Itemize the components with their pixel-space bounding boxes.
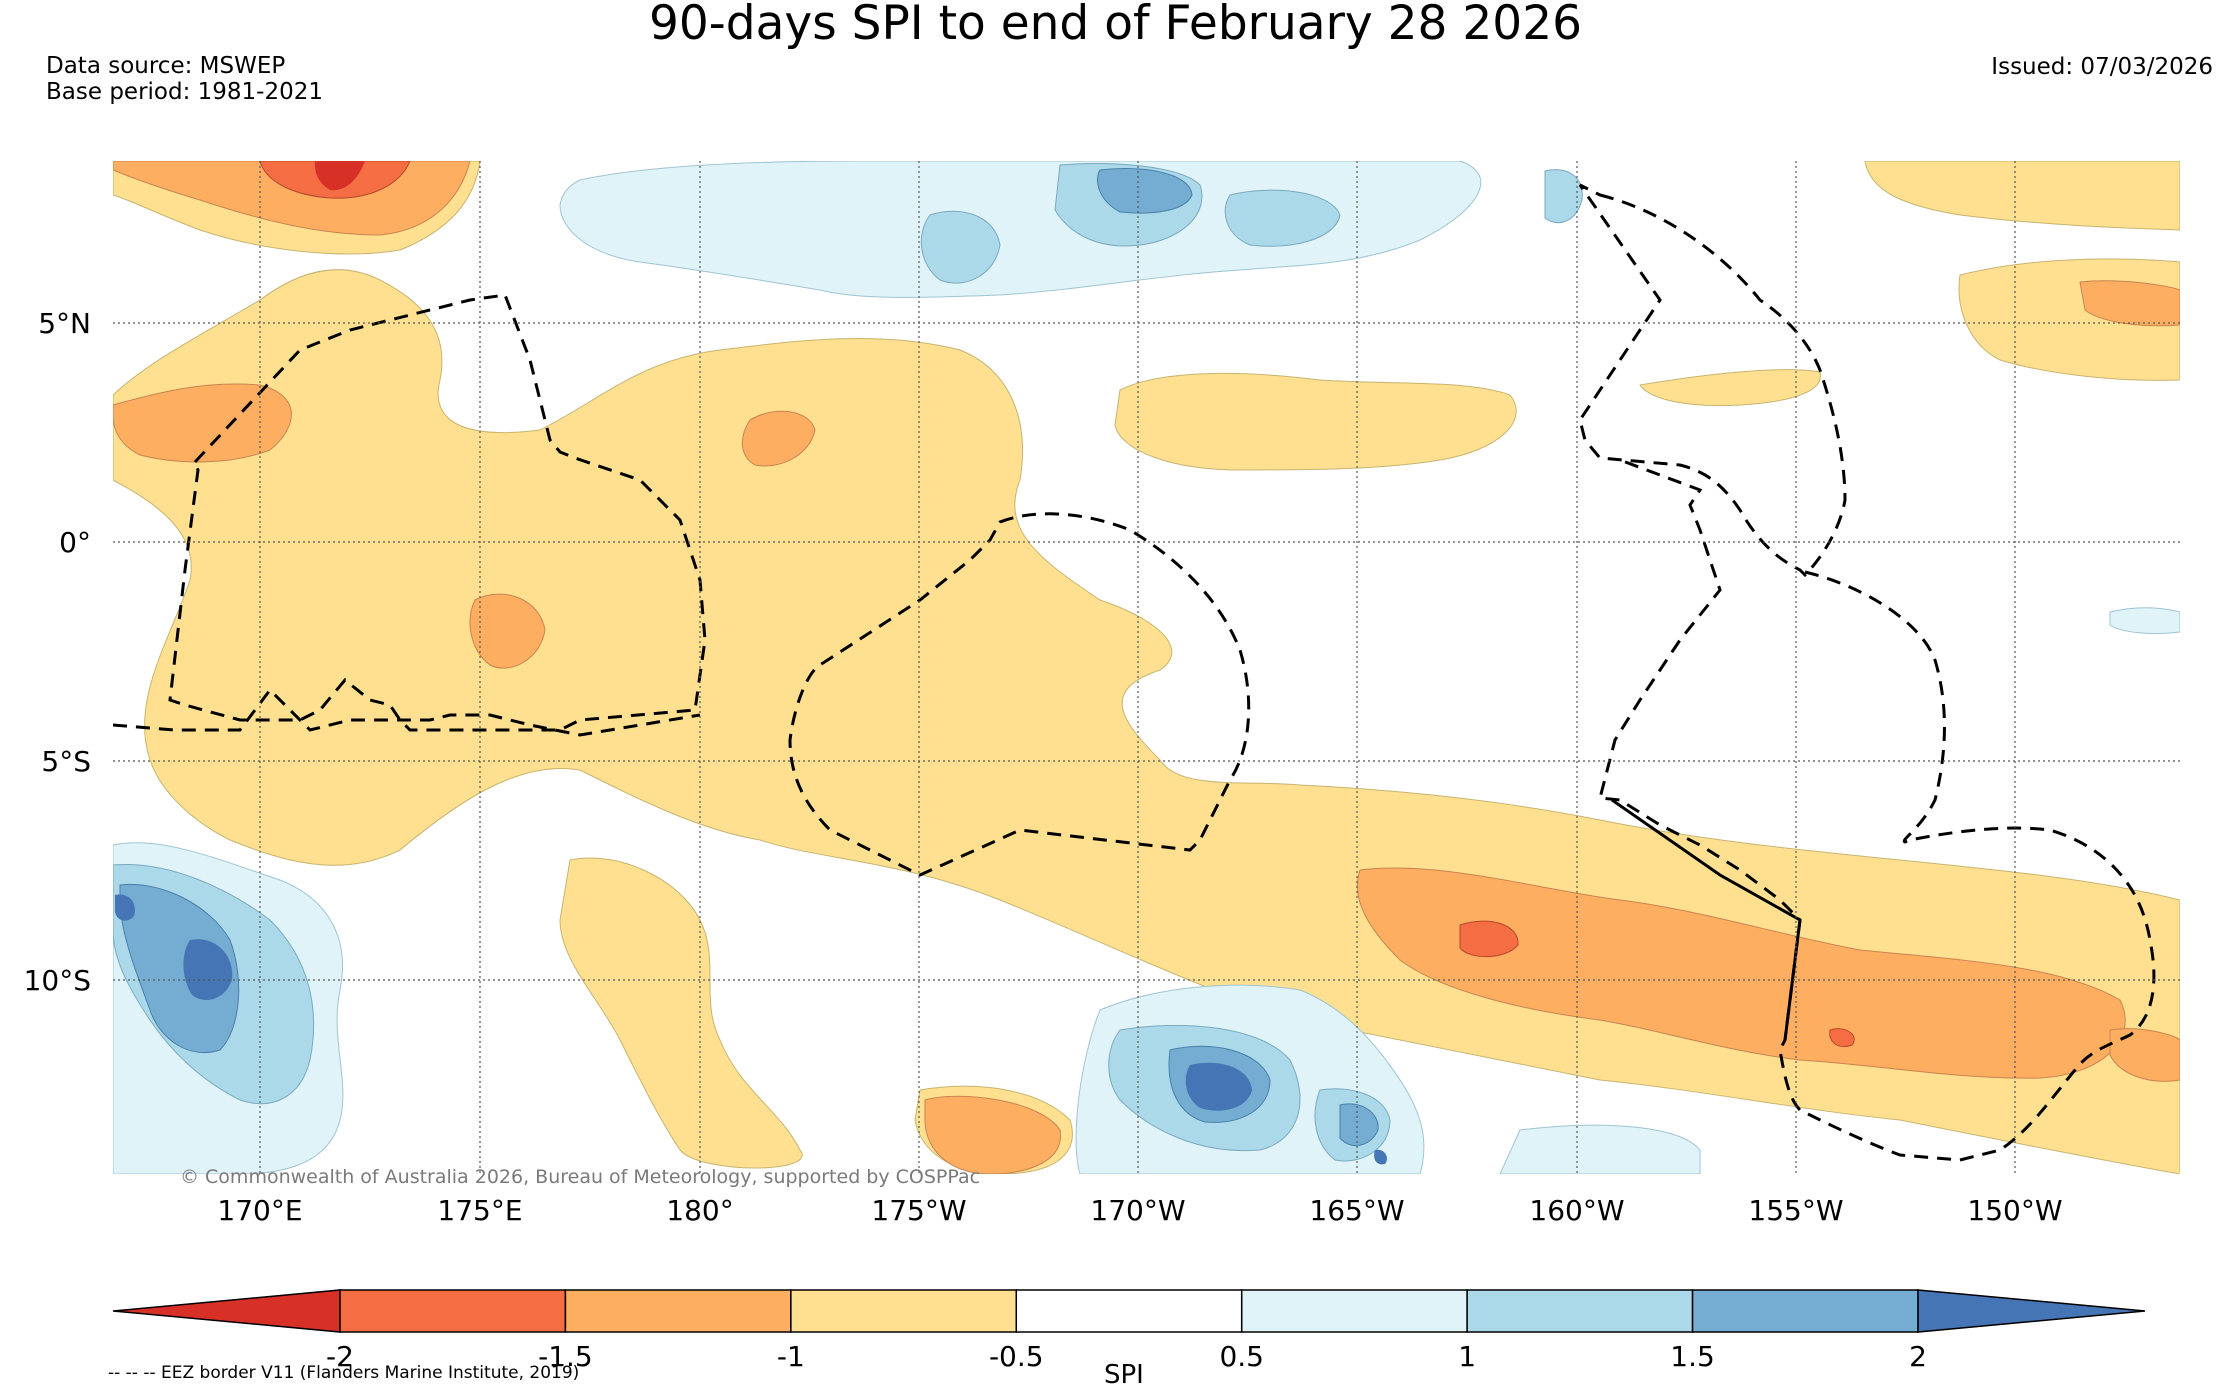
colorbar-extend-low (112, 1289, 341, 1333)
lon-label: 180° (666, 1194, 733, 1227)
colorbar-tick-label: 2 (1909, 1340, 1927, 1373)
lat-label: 5°N (38, 307, 91, 340)
eez-borders (113, 183, 2156, 1162)
wet-extreme-south (1185, 1062, 1252, 1111)
dry-region-north-central (1114, 372, 1517, 471)
wet-core-north-east (1224, 189, 1341, 247)
colorbar-tick-label: 1.5 (1670, 1340, 1715, 1373)
lon-label: 170°W (1090, 1194, 1185, 1227)
issued-date-label: Issued: 07/03/2026 (1991, 54, 2213, 80)
colorbar-segment (1015, 1289, 1243, 1333)
colorbar-tick-label: -1 (777, 1340, 805, 1373)
colorbar-label: SPI (1104, 1360, 1144, 1390)
extreme-dry-spot-nw (314, 161, 365, 191)
wet-core-north-west (920, 210, 1001, 284)
graticule (113, 161, 2180, 1174)
colorbar-tick-label: -2 (326, 1340, 354, 1373)
eez-border-kiribati-line (1578, 183, 1847, 578)
wet-extreme-sw-2 (115, 894, 135, 921)
dry-region-south-islands (559, 857, 803, 1169)
lon-label: 170°E (217, 1194, 302, 1227)
colorbar-segment (790, 1289, 1018, 1333)
colorbar-tick-label: 1 (1458, 1340, 1476, 1373)
wet-core-ne (1544, 169, 1583, 223)
very-dry-spot-south (1459, 920, 1519, 958)
lon-label: 175°W (871, 1194, 966, 1227)
lon-label: 165°W (1309, 1194, 1404, 1227)
eez-border-kiribati-phoenix (788, 512, 1251, 877)
dry-spot-central (741, 410, 816, 467)
lat-label: 5°S (41, 745, 91, 778)
lon-label: 175°E (437, 1194, 522, 1227)
wet-extreme-se (1374, 1149, 1387, 1165)
colorbar-segment (1691, 1289, 1919, 1333)
very-dry-spot-se (1829, 1028, 1855, 1047)
colorbar-segment (339, 1289, 567, 1333)
dry-region-ne-corner (1864, 161, 2180, 231)
colorbar-tick-label: -1.5 (538, 1340, 593, 1373)
wet-strong-north (1097, 167, 1193, 214)
lon-label: 155°W (1748, 1194, 1843, 1227)
dry-spot-island (469, 593, 546, 669)
lat-label: 10°S (24, 964, 91, 997)
wet-extreme-sw (183, 939, 233, 1000)
colorbar-segment (1466, 1289, 1694, 1333)
dry-core-northeast (2079, 280, 2180, 327)
wet-region-north (559, 161, 1482, 298)
copyright-notice: © Commonwealth of Australia 2026, Bureau… (180, 1166, 981, 1188)
lat-label: 0° (59, 526, 91, 559)
wet-region-east-edge (2109, 607, 2180, 635)
base-period-label: Base period: 1981-2021 (46, 79, 324, 105)
spi-field (113, 161, 2180, 1174)
colorbar-segment (564, 1289, 792, 1333)
dry-spot-south (924, 1095, 1061, 1174)
dry-core-south-east (1356, 867, 2126, 1079)
colorbar-segment (1240, 1289, 1468, 1333)
data-source-label: Data source: MSWEP (46, 53, 286, 79)
lon-label: 160°W (1529, 1194, 1624, 1227)
dry-region-north-strip (1639, 369, 1821, 407)
colorbar-tick-label: -0.5 (989, 1340, 1044, 1373)
lon-label: 150°W (1967, 1194, 2062, 1227)
wet-region-se-bottom (1499, 1124, 1701, 1174)
map-title: 90-days SPI to end of February 28 2026 (648, 0, 1583, 51)
wet-strong-sw (119, 883, 240, 1054)
colorbar (112, 1289, 2146, 1333)
eez-border-tuvalu (113, 687, 701, 737)
eez-border-kiribati-gilbert (168, 293, 707, 732)
eez-legend-note: -- -- -- EEZ border V11 (Flanders Marine… (108, 1363, 580, 1383)
wet-strong-se (1339, 1103, 1379, 1146)
colorbar-tick-label: 0.5 (1219, 1340, 1264, 1373)
dry-core-east-edge (2109, 1028, 2180, 1082)
eez-border-line-south (1598, 458, 2156, 1162)
eez-border-solid (1611, 798, 1802, 1041)
colorbar-extend-high (1917, 1289, 2146, 1333)
dry-core-west (113, 383, 292, 463)
